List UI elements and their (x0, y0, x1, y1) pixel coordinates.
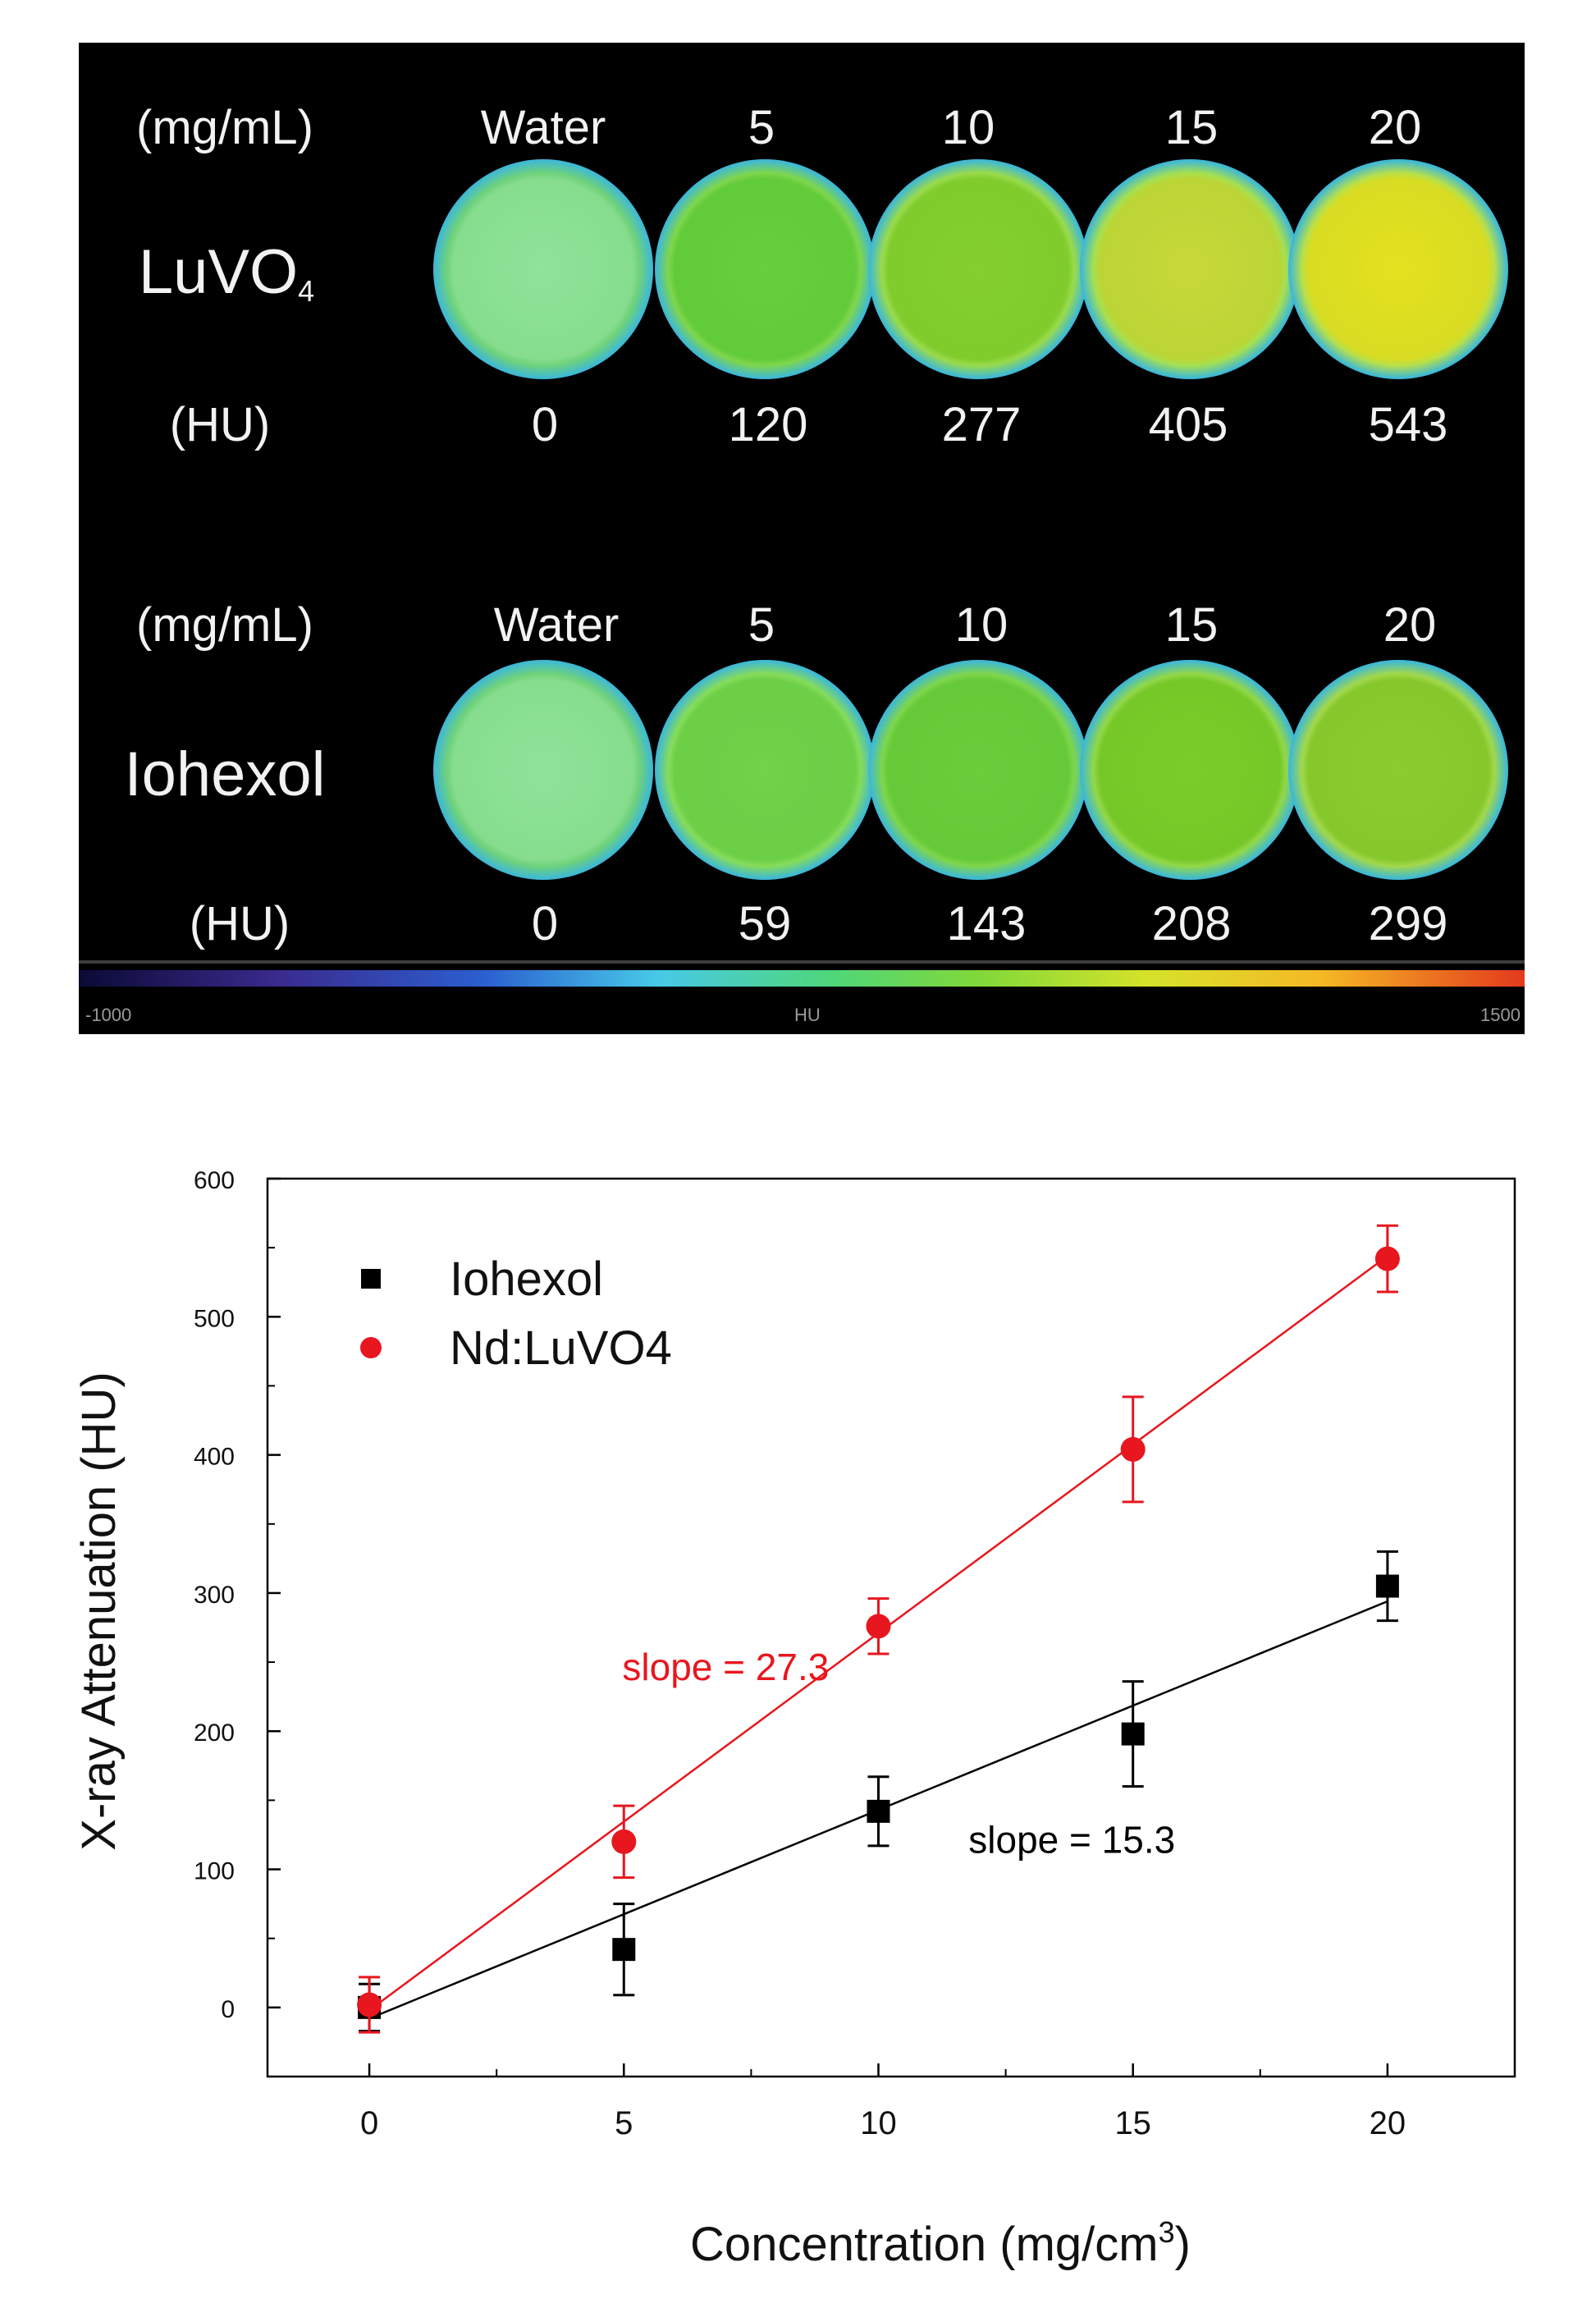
concentration-unit-label: (mg/mL) (136, 101, 313, 154)
colorbar-min-label: -1000 (85, 1005, 132, 1025)
data-point-nd-luvo4 (1120, 1436, 1146, 1462)
ct-well (1080, 159, 1300, 379)
data-point-iohexol (1375, 1574, 1399, 1598)
data-point-nd-luvo4 (357, 1992, 382, 2017)
y-tick-label: 100 (194, 1858, 235, 1885)
data-point-iohexol (867, 1799, 890, 1823)
hu-value: 543 (1368, 398, 1448, 451)
ct-well (1288, 159, 1508, 379)
sample-name-iohexol: Iohexol (124, 740, 326, 809)
hu-value: 208 (1151, 897, 1232, 950)
y-tick-label: 600 (194, 1167, 235, 1194)
x-tick-label: 10 (860, 2105, 897, 2141)
sample-name-luvo4: LuVO4 (138, 237, 315, 308)
colorbar-max-label: 1500 (1480, 1005, 1521, 1025)
slope-annotation: slope = 15.3 (968, 1818, 1175, 1861)
y-tick-label: 500 (194, 1305, 235, 1332)
hu-value: 0 (531, 398, 559, 451)
ct-well (868, 159, 1088, 379)
concentration-label: 15 (1164, 598, 1219, 652)
data-point-iohexol (1121, 1722, 1145, 1746)
concentration-label: 10 (941, 101, 995, 154)
y-tick-label: 400 (194, 1444, 235, 1471)
x-axis-label: Concentration (mg/cm3) (690, 2215, 1191, 2271)
legend-label: Iohexol (450, 1252, 603, 1306)
data-point-nd-luvo4 (1374, 1246, 1400, 1271)
attenuation-chart: 0 5 10 15 200100200300400500600Concentration… (72, 1167, 1516, 2271)
ct-well (655, 660, 875, 880)
hu-unit-label: (HU) (189, 897, 290, 950)
y-tick-label: 0 (221, 1996, 235, 2023)
ct-well (655, 159, 875, 379)
ct-image-panel: (mg/mL) Water 5 10 15 20 LuVO4 (HU) 0 12… (79, 43, 1525, 1034)
x-tick-label: 0 (360, 2105, 378, 2141)
data-point-iohexol (612, 1938, 636, 1962)
hu-colorbar (79, 970, 1525, 987)
concentration-label: Water (493, 598, 620, 652)
plot-frame (266, 1177, 1516, 2078)
y-axis-label: X-ray Attenuation (HU) (72, 1372, 126, 1850)
y-tick-label: 200 (194, 1720, 235, 1747)
legend-label: Nd:LuVO4 (450, 1321, 672, 1375)
concentration-label: 10 (954, 598, 1008, 652)
hu-value: 299 (1368, 897, 1448, 950)
legend-marker-nd-luvo4 (360, 1337, 382, 1358)
y-tick-label: 300 (194, 1582, 235, 1609)
hu-unit-label: (HU) (169, 398, 271, 451)
x-tick-label: 5 (615, 2105, 633, 2141)
hu-value: 0 (531, 897, 559, 950)
ct-well (433, 660, 653, 880)
ct-well (433, 159, 653, 379)
data-point-nd-luvo4 (611, 1829, 637, 1854)
data-point-nd-luvo4 (866, 1614, 891, 1639)
hu-value: 277 (941, 398, 1022, 451)
concentration-label: 5 (748, 598, 775, 652)
slope-annotation: slope = 27.3 (622, 1646, 829, 1688)
colorbar-frame (79, 960, 1525, 964)
legend-marker-iohexol (361, 1269, 381, 1289)
hu-value: 143 (946, 897, 1027, 950)
concentration-label: 5 (748, 101, 775, 154)
hu-value: 120 (728, 398, 808, 451)
ct-well (1080, 660, 1300, 880)
concentration-label: 20 (1383, 598, 1437, 652)
hu-value: 59 (738, 897, 792, 950)
x-tick-label: 15 (1114, 2105, 1151, 2141)
ct-well (868, 660, 1088, 880)
ct-well (1288, 660, 1508, 880)
concentration-label: Water (480, 101, 606, 154)
concentration-label: 20 (1368, 101, 1422, 154)
x-tick-label: 20 (1370, 2105, 1406, 2141)
colorbar-unit-label: HU (794, 1005, 821, 1025)
concentration-label: 15 (1164, 101, 1219, 154)
concentration-unit-label: (mg/mL) (136, 598, 313, 652)
hu-value: 405 (1148, 398, 1228, 451)
